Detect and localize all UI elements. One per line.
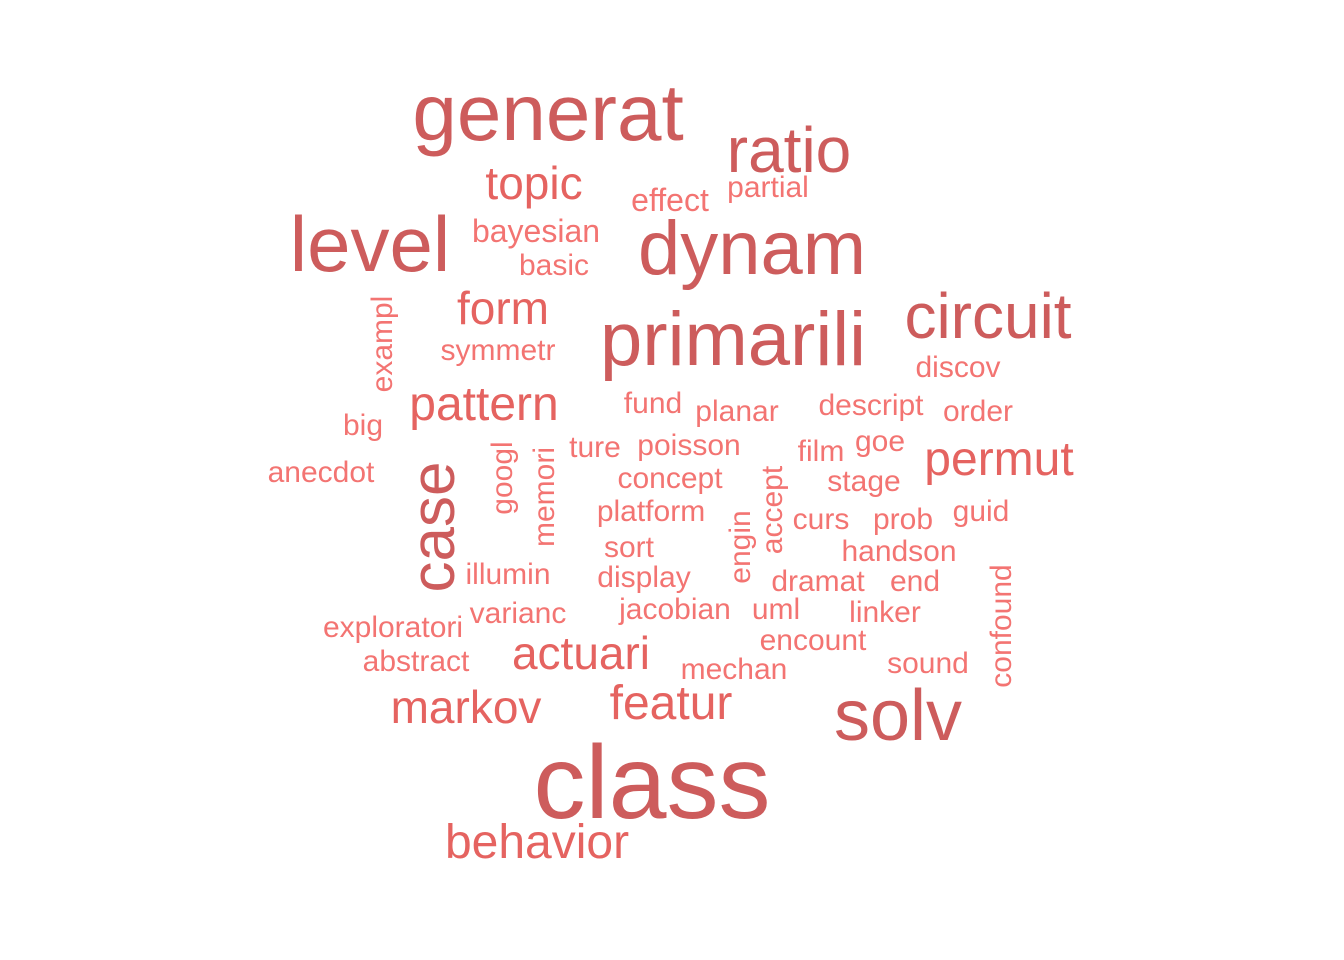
word-exploratori: exploratori	[322, 611, 464, 644]
word-end: end	[889, 565, 941, 598]
word-form: form	[457, 282, 549, 334]
word-ture: ture	[569, 431, 621, 464]
word-symmetr: symmetr	[440, 334, 556, 367]
word-googl: googl	[486, 441, 519, 515]
word-generat: generat	[412, 68, 684, 157]
word-abstract: abstract	[362, 645, 470, 678]
word-behavior: behavior	[444, 816, 630, 869]
word-curs: curs	[792, 503, 850, 536]
word-mechan: mechan	[680, 653, 788, 686]
word-film: film	[797, 435, 845, 468]
word-bayesian: bayesian	[471, 213, 601, 249]
word-jacobian: jacobian	[619, 593, 731, 626]
word-dramat: dramat	[771, 565, 865, 598]
word-display: display	[597, 561, 691, 594]
word-linker: linker	[849, 596, 921, 629]
word-accept: accept	[756, 465, 789, 555]
word-basic: basic	[518, 249, 590, 282]
word-stage: stage	[827, 465, 901, 498]
word-prob: prob	[872, 503, 934, 536]
word-order: order	[942, 395, 1014, 428]
word-ratio: ratio	[726, 114, 852, 186]
word-guid: guid	[952, 495, 1010, 528]
word-primarili: primarili	[600, 297, 866, 382]
word-goe: goe	[854, 425, 906, 458]
word-illumin: illumin	[465, 558, 551, 591]
word-fund: fund	[623, 387, 683, 420]
word-case: case	[399, 461, 468, 593]
word-poisson: poisson	[637, 429, 741, 462]
word-actuari: actuari	[511, 627, 651, 679]
word-encount: encount	[759, 624, 867, 657]
word-dynam: dynam	[637, 206, 867, 291]
word-discov: discov	[915, 351, 1001, 384]
word-exampl: exampl	[366, 295, 399, 393]
word-engin: engin	[724, 510, 757, 584]
word-concept: concept	[617, 462, 723, 495]
word-handson: handson	[841, 535, 957, 568]
word-solv: solv	[833, 676, 963, 756]
word-featur: featur	[609, 677, 733, 730]
word-descript: descript	[818, 389, 924, 422]
word-planar: planar	[695, 395, 779, 428]
word-confound: confound	[985, 564, 1018, 688]
word-topic: topic	[485, 157, 583, 209]
word-big: big	[342, 409, 384, 442]
word-memori: memori	[528, 446, 561, 548]
word-circuit: circuit	[904, 280, 1072, 352]
word-partial: partial	[727, 171, 809, 204]
word-level: level	[289, 200, 451, 288]
word-pattern: pattern	[409, 378, 559, 431]
word-sort: sort	[603, 531, 655, 564]
word-class: class	[533, 725, 771, 841]
word-markov: markov	[390, 681, 542, 733]
word-uml: uml	[751, 593, 801, 626]
word-anecdot: anecdot	[267, 456, 375, 489]
word-varianc: varianc	[469, 597, 567, 630]
word-permut: permut	[924, 433, 1074, 486]
word-sound: sound	[887, 647, 969, 680]
word-platform: platform	[596, 495, 706, 528]
word-effect: effect	[631, 182, 709, 218]
